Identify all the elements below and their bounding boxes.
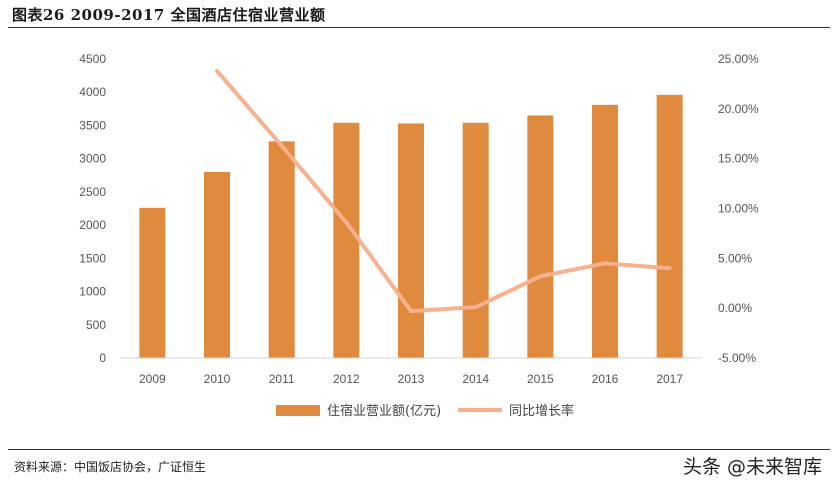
right-tick-label: -5.00% (718, 351, 756, 365)
bar-series (139, 94, 683, 358)
footer-divider (8, 449, 830, 450)
legend-bar-label: 住宿业营业额(亿元) (327, 403, 441, 419)
left-tick-label: 3500 (79, 118, 106, 132)
left-axis-ticks: 0 500 1000 1500 2000 2500 3000 3500 4000 4500 (79, 52, 106, 365)
left-tick-label: 1000 (79, 285, 106, 299)
right-axis-ticks: -5.00% 0.00% 5.00% 10.00% 15.00% 20.00% 25.00% (718, 52, 759, 365)
left-tick-label: 2000 (79, 218, 106, 232)
right-tick-label: 20.00% (718, 102, 759, 116)
left-tick-label: 2500 (79, 185, 106, 199)
right-tick-label: 10.00% (718, 202, 759, 216)
x-tick-label: 2009 (139, 372, 166, 386)
left-tick-label: 4500 (79, 52, 106, 66)
x-tick-label: 2015 (527, 372, 554, 386)
x-tick-label: 2013 (398, 372, 425, 386)
bar-2011 (268, 141, 295, 358)
legend: 住宿业营业额(亿元) 同比增长率 (276, 403, 574, 419)
bar-2013 (398, 123, 424, 358)
bar-2009 (139, 207, 166, 358)
watermark: 头条 @未来智库 (682, 456, 822, 478)
legend-line-label: 同比增长率 (509, 403, 574, 419)
x-axis-ticks: 2009 2010 2011 2012 2013 2014 2015 2016 2017 (139, 372, 683, 386)
left-tick-label: 4000 (79, 85, 106, 99)
x-tick-label: 2017 (656, 372, 683, 386)
right-tick-label: 25.00% (718, 52, 759, 66)
title-divider (8, 27, 830, 28)
bar-2016 (592, 104, 618, 358)
bar-2017 (656, 94, 683, 358)
x-tick-label: 2012 (333, 372, 360, 386)
chart-title: 图表26 2009-2017 全国酒店住宿业营业额 (12, 6, 326, 24)
right-tick-label: 15.00% (718, 152, 759, 166)
source-note: 资料来源：中国饭店协会，广证恒生 (14, 460, 207, 474)
x-tick-label: 2011 (269, 372, 295, 386)
growth-rate-line (215, 68, 672, 314)
bar-2010 (204, 171, 230, 358)
left-tick-label: 1500 (79, 251, 106, 265)
x-tick-label: 2014 (462, 372, 489, 386)
left-tick-label: 0 (99, 351, 106, 365)
left-tick-label: 500 (86, 318, 106, 332)
legend-bar-swatch (276, 405, 320, 416)
bar-2012 (333, 122, 360, 358)
chart: 0 500 1000 1500 2000 2500 3000 3500 4000 4500 -5.… (79, 52, 759, 419)
bar-2014 (462, 122, 489, 358)
bar-2015 (527, 115, 554, 358)
x-tick-label: 2016 (592, 372, 619, 386)
right-tick-label: 5.00% (718, 251, 752, 265)
left-tick-label: 3000 (79, 152, 106, 166)
x-tick-label: 2010 (204, 372, 231, 386)
right-tick-label: 0.00% (718, 301, 752, 315)
line-series (215, 68, 672, 314)
